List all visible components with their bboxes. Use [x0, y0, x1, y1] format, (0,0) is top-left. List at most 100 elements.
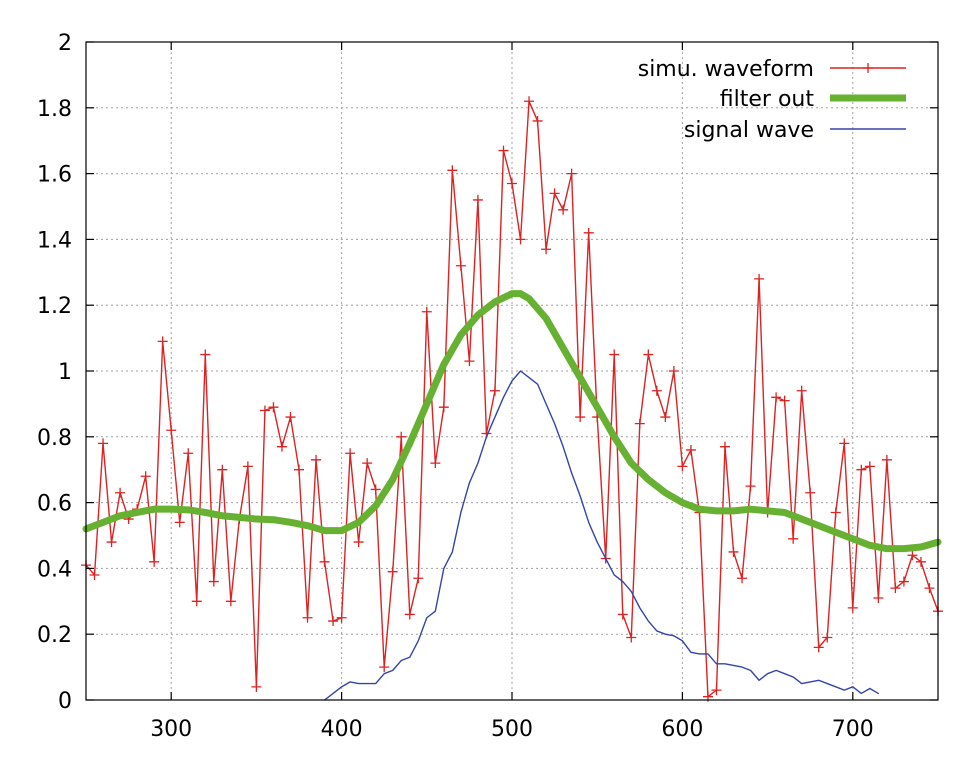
- data-point: [353, 537, 364, 548]
- series-line: [323, 370, 880, 701]
- data-point: [779, 395, 790, 406]
- grid: [86, 42, 938, 700]
- y-tick-label: 0.2: [37, 623, 72, 648]
- y-tick-label: 2: [58, 31, 72, 56]
- data-point: [208, 576, 219, 587]
- data-point: [242, 461, 253, 472]
- series-simu-waveform: [81, 96, 943, 702]
- data-point: [796, 385, 807, 396]
- data-point: [464, 356, 475, 367]
- y-tick-label: 1.6: [37, 163, 72, 188]
- data-point: [345, 448, 356, 459]
- data-point: [873, 593, 884, 604]
- data-point: [421, 306, 432, 317]
- data-point: [98, 438, 109, 449]
- data-point: [541, 244, 552, 255]
- axis-ticks: 300 400 500 600 700 0 0.2 0.4 0.6 0.8 1 1.2 1.4 1.6 1.…: [37, 31, 938, 742]
- data-point: [302, 612, 313, 623]
- data-point: [549, 188, 560, 199]
- x-tick-label: 400: [321, 717, 363, 742]
- data-point: [788, 533, 799, 544]
- data-point: [328, 616, 339, 627]
- data-point: [404, 609, 415, 620]
- data-point: [643, 349, 654, 360]
- data-point: [754, 273, 765, 284]
- legend-entry: filter out: [720, 87, 906, 112]
- data-point: [566, 168, 577, 179]
- data-point: [166, 425, 177, 436]
- y-tick-label: 1.4: [37, 228, 72, 253]
- data-point: [370, 484, 381, 495]
- data-point: [183, 448, 194, 459]
- data-point: [583, 227, 594, 238]
- data-point: [839, 438, 850, 449]
- data-point: [174, 517, 185, 528]
- data-point: [285, 412, 296, 423]
- y-tick-label: 1.8: [37, 97, 72, 122]
- data-point: [813, 642, 824, 653]
- legend-label: simu. waveform: [638, 57, 814, 82]
- x-tick-label: 600: [661, 717, 703, 742]
- series-layer: [81, 96, 943, 702]
- data-point: [507, 178, 517, 189]
- data-point: [532, 115, 543, 126]
- data-point: [822, 632, 833, 643]
- data-point: [336, 612, 347, 623]
- data-point: [140, 471, 151, 482]
- data-point: [737, 573, 748, 584]
- data-point: [217, 464, 228, 475]
- x-tick-label: 500: [491, 717, 533, 742]
- data-point: [728, 546, 739, 557]
- data-point: [259, 405, 270, 416]
- data-point: [225, 596, 236, 607]
- series-filter-out: [82, 290, 942, 553]
- data-point: [447, 165, 458, 176]
- data-point: [720, 441, 730, 452]
- data-point: [609, 349, 620, 360]
- data-point: [575, 412, 586, 423]
- data-point: [115, 487, 126, 498]
- x-tick-label: 700: [832, 717, 874, 742]
- data-point: [276, 441, 287, 452]
- data-point: [268, 402, 279, 413]
- x-tick-label: 300: [150, 717, 192, 742]
- data-point: [907, 550, 918, 561]
- legend-label: filter out: [720, 87, 815, 112]
- legend: simu. waveform filter out signal wave: [638, 57, 906, 143]
- data-point: [319, 556, 330, 567]
- data-point: [626, 632, 637, 643]
- legend-entry: simu. waveform: [638, 57, 906, 82]
- data-point: [149, 556, 160, 567]
- data-point: [668, 366, 679, 376]
- y-tick-label: 0.4: [37, 557, 72, 582]
- data-point: [711, 685, 722, 696]
- data-point: [856, 464, 867, 475]
- data-point: [294, 464, 304, 475]
- data-point: [847, 602, 858, 613]
- data-point: [251, 681, 262, 692]
- data-point: [396, 431, 407, 442]
- data-point: [515, 234, 526, 245]
- data-point: [915, 556, 926, 567]
- data-point: [890, 583, 901, 594]
- data-point: [489, 385, 500, 396]
- y-tick-label: 0.8: [37, 426, 72, 451]
- data-point: [362, 458, 373, 469]
- series-signal-wave: [323, 370, 880, 701]
- data-point: [106, 537, 117, 548]
- data-point: [771, 392, 782, 403]
- data-point: [830, 507, 841, 518]
- data-point: [191, 596, 202, 607]
- data-point: [524, 96, 535, 107]
- data-point: [438, 402, 449, 413]
- legend-entry: signal wave: [684, 118, 906, 143]
- data-point: [472, 194, 483, 205]
- series-line: [82, 290, 942, 553]
- data-point: [157, 336, 168, 347]
- legend-marker: [863, 63, 873, 73]
- data-point: [651, 385, 662, 396]
- data-point: [634, 418, 645, 429]
- data-point: [660, 412, 671, 423]
- data-point: [805, 487, 816, 498]
